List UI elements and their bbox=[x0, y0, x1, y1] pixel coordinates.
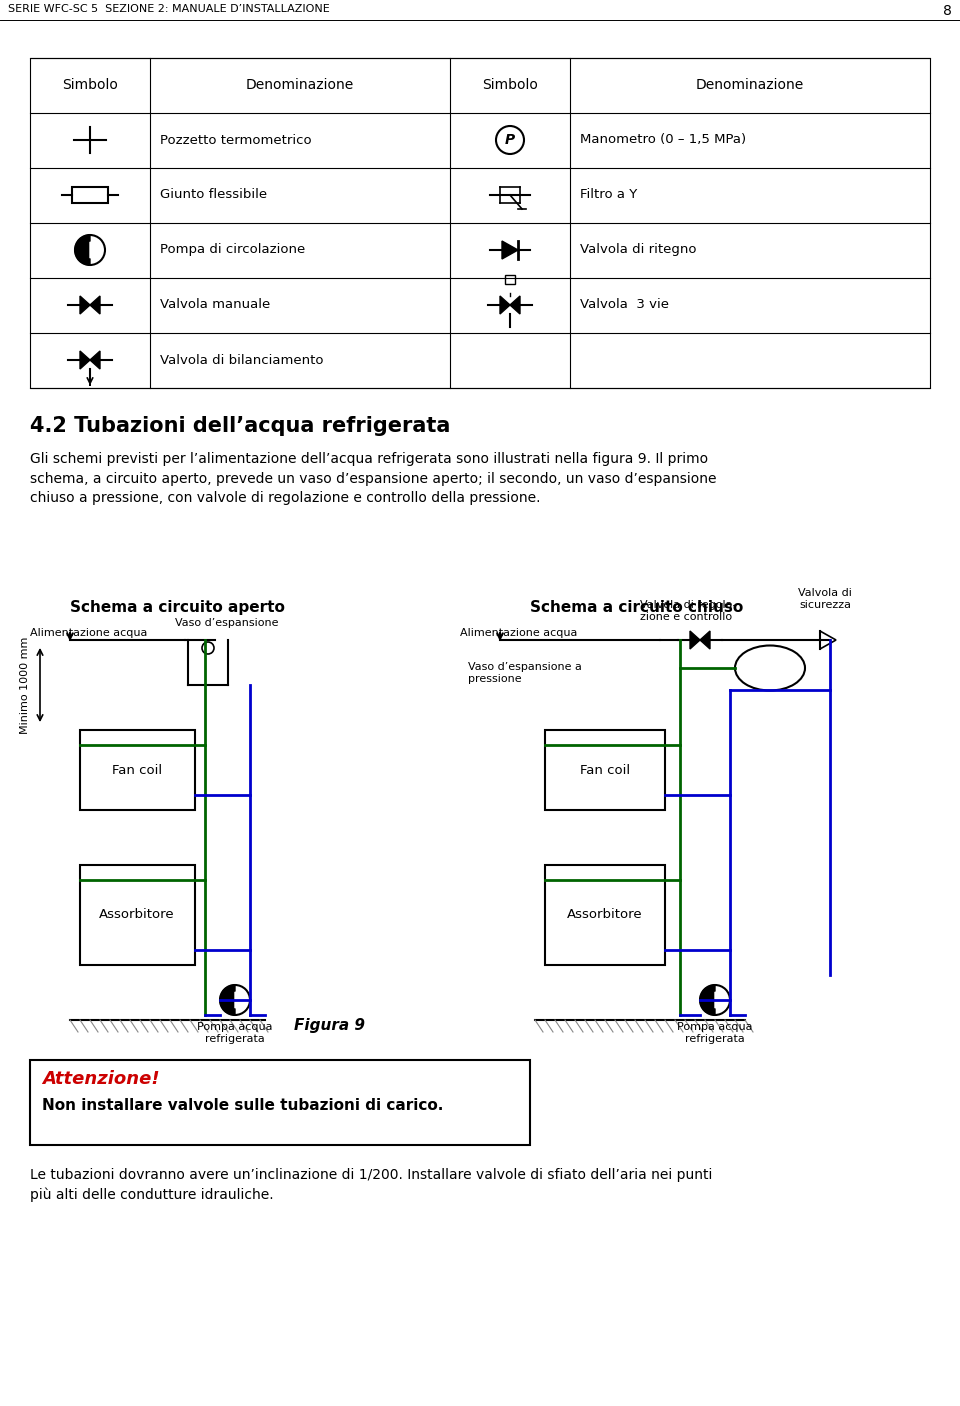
Text: Assorbitore: Assorbitore bbox=[567, 908, 643, 921]
Text: Denominazione: Denominazione bbox=[246, 77, 354, 91]
Text: Non installare valvole sulle tubazioni di carico.: Non installare valvole sulle tubazioni d… bbox=[42, 1098, 444, 1114]
Text: 4.2 Tubazioni dell’acqua refrigerata: 4.2 Tubazioni dell’acqua refrigerata bbox=[30, 416, 450, 436]
Polygon shape bbox=[502, 240, 518, 259]
Text: Simbolo: Simbolo bbox=[482, 77, 538, 91]
Text: Fan coil: Fan coil bbox=[580, 763, 630, 776]
Text: Giunto flessibile: Giunto flessibile bbox=[160, 188, 267, 201]
Text: Pompa acqua
refrigerata: Pompa acqua refrigerata bbox=[197, 1022, 273, 1043]
Wedge shape bbox=[700, 986, 715, 1015]
Text: Filtro a Y: Filtro a Y bbox=[580, 188, 637, 201]
Polygon shape bbox=[500, 297, 510, 314]
Text: Fan coil: Fan coil bbox=[112, 763, 162, 776]
Text: Valvola di regola-
zione e controllo: Valvola di regola- zione e controllo bbox=[640, 600, 736, 621]
Bar bbox=[545, 865, 665, 965]
Bar bbox=[30, 58, 930, 388]
Text: Pompa di circolazione: Pompa di circolazione bbox=[160, 243, 305, 256]
Bar bbox=[30, 1060, 530, 1144]
Bar bbox=[545, 730, 665, 810]
Wedge shape bbox=[220, 986, 235, 1015]
Text: Denominazione: Denominazione bbox=[696, 77, 804, 91]
Polygon shape bbox=[510, 297, 520, 314]
Text: Manometro (0 – 1,5 MPa): Manometro (0 – 1,5 MPa) bbox=[580, 134, 746, 146]
Text: 8: 8 bbox=[943, 4, 952, 18]
Text: Valvola di ritegno: Valvola di ritegno bbox=[580, 243, 697, 256]
Text: Minimo 1000 mm: Minimo 1000 mm bbox=[20, 637, 30, 734]
Text: Valvola di bilanciamento: Valvola di bilanciamento bbox=[160, 353, 324, 367]
Text: Gli schemi previsti per l’alimentazione dell’acqua refrigerata sono illustrati n: Gli schemi previsti per l’alimentazione … bbox=[30, 451, 716, 505]
Polygon shape bbox=[700, 631, 710, 650]
Polygon shape bbox=[690, 631, 700, 650]
Text: Pompa acqua
refrigerata: Pompa acqua refrigerata bbox=[677, 1022, 753, 1043]
Text: Figura 9: Figura 9 bbox=[295, 1018, 366, 1033]
Wedge shape bbox=[75, 235, 90, 264]
Polygon shape bbox=[235, 993, 248, 1008]
Text: Vaso d’espansione: Vaso d’espansione bbox=[175, 619, 278, 628]
Text: Assorbitore: Assorbitore bbox=[99, 908, 175, 921]
Text: Attenzione!: Attenzione! bbox=[42, 1070, 159, 1088]
Text: Valvola  3 vie: Valvola 3 vie bbox=[580, 298, 669, 312]
Text: Valvola manuale: Valvola manuale bbox=[160, 298, 271, 312]
Polygon shape bbox=[80, 297, 90, 314]
Polygon shape bbox=[80, 352, 90, 368]
Text: Pozzetto termometrico: Pozzetto termometrico bbox=[160, 134, 312, 146]
Text: Alimentazione acqua: Alimentazione acqua bbox=[460, 628, 577, 638]
Polygon shape bbox=[90, 352, 100, 368]
Bar bbox=[72, 187, 108, 202]
Text: P: P bbox=[505, 134, 516, 148]
Text: Schema a circuito chiuso: Schema a circuito chiuso bbox=[530, 600, 743, 614]
Polygon shape bbox=[90, 242, 103, 257]
Text: Schema a circuito aperto: Schema a circuito aperto bbox=[70, 600, 285, 614]
Text: Le tubazioni dovranno avere un’inclinazione di 1/200. Installare valvole di sfia: Le tubazioni dovranno avere un’inclinazi… bbox=[30, 1168, 712, 1202]
Bar bbox=[80, 730, 195, 810]
Bar bbox=[505, 276, 515, 284]
Text: Simbolo: Simbolo bbox=[62, 77, 118, 91]
Text: Vaso d’espansione a
pressione: Vaso d’espansione a pressione bbox=[468, 662, 582, 683]
Polygon shape bbox=[90, 297, 100, 314]
Text: Valvola di
sicurezza: Valvola di sicurezza bbox=[798, 588, 852, 610]
Bar bbox=[80, 865, 195, 965]
Text: SERIE WFC-SC 5  SEZIONE 2: MANUALE D’INSTALLAZIONE: SERIE WFC-SC 5 SEZIONE 2: MANUALE D’INST… bbox=[8, 4, 329, 14]
Text: Alimentazione acqua: Alimentazione acqua bbox=[30, 628, 148, 638]
Polygon shape bbox=[715, 993, 728, 1008]
